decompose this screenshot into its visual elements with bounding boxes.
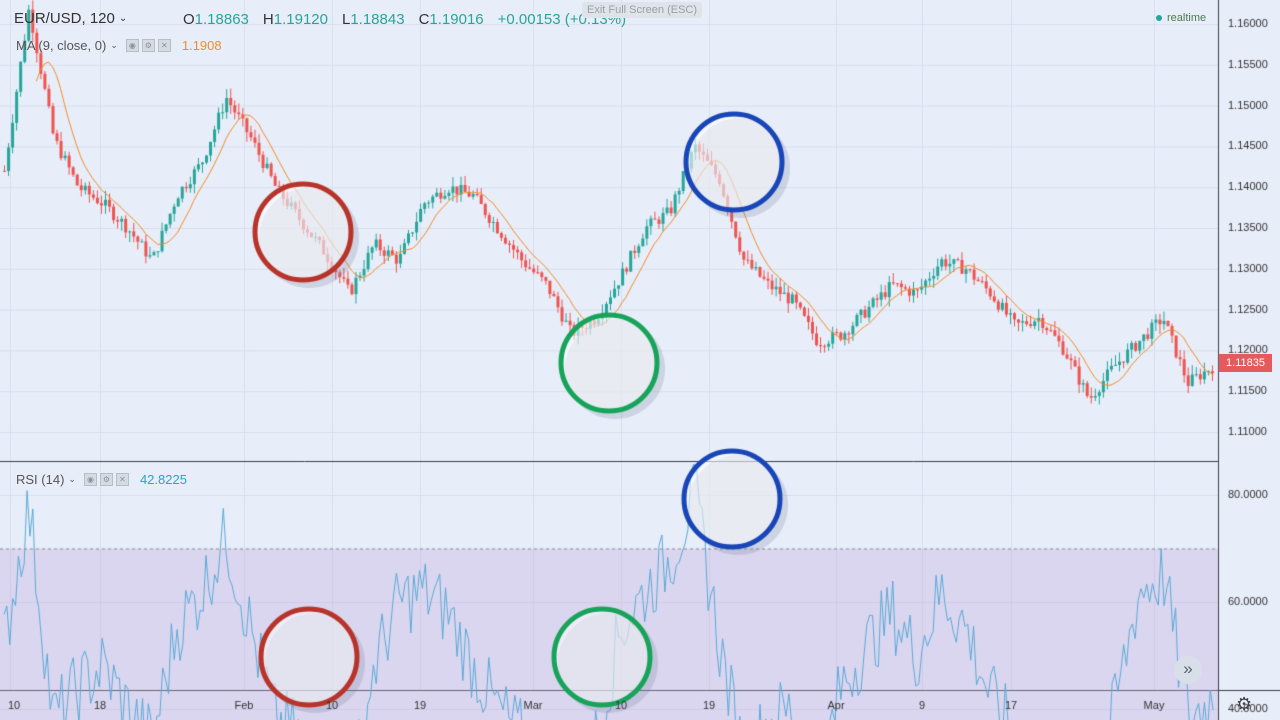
symbol-label: EUR/USD, 120 — [14, 10, 115, 27]
eye-icon[interactable]: ◉ — [83, 473, 97, 486]
settings-icon[interactable]: ⚙ — [99, 473, 113, 486]
symbol-selector[interactable]: EUR/USD, 120 ⌄ — [14, 10, 127, 27]
gear-icon[interactable]: ⚙ — [1236, 694, 1253, 714]
exit-fullscreen-button[interactable]: Exit Full Screen (ESC) — [582, 2, 702, 18]
status-dot-icon — [1156, 15, 1162, 22]
low-value: 1.18843 — [350, 11, 405, 28]
fast-forward-icon[interactable]: » — [1174, 656, 1202, 684]
ma-label[interactable]: MA (9, close, 0) — [16, 38, 107, 53]
ohlc-readout: O1.18863 H1.19120 L1.18843 C1.19016 +0.0… — [183, 11, 627, 28]
rsi-indicator-legend: RSI (14) ⌄ ◉ ⚙ ✕ 42.8225 — [16, 472, 187, 487]
rsi-value: 42.8225 — [139, 472, 187, 487]
current-price-tag: 1.11835 — [1219, 354, 1272, 372]
settings-icon[interactable]: ⚙ — [141, 39, 155, 52]
high-value: 1.19120 — [273, 11, 328, 28]
rsi-label[interactable]: RSI (14) — [16, 472, 65, 487]
chevron-down-icon[interactable]: ⌄ — [110, 40, 118, 50]
chevron-down-icon[interactable]: ⌄ — [68, 474, 76, 484]
close-icon[interactable]: ✕ — [115, 473, 129, 486]
chevron-down-icon: ⌄ — [118, 13, 128, 24]
open-value: 1.18863 — [194, 11, 249, 28]
ma-indicator-legend: MA (9, close, 0) ⌄ ◉ ⚙ ✕ 1.1908 — [16, 38, 222, 53]
close-icon[interactable]: ✕ — [157, 39, 171, 52]
close-value: 1.19016 — [429, 11, 484, 28]
realtime-indicator: realtime — [1156, 12, 1206, 24]
ma-value: 1.1908 — [181, 38, 222, 53]
eye-icon[interactable]: ◉ — [125, 39, 139, 52]
